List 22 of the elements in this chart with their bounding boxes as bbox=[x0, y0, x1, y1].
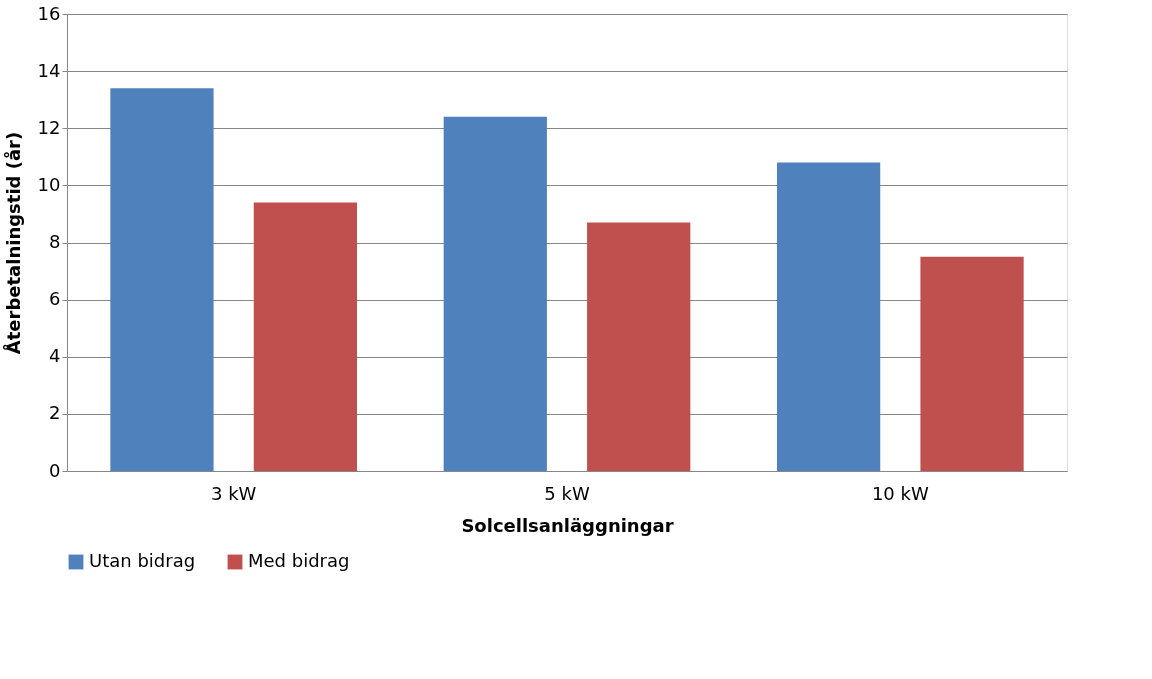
bar bbox=[443, 116, 547, 471]
bar bbox=[110, 88, 214, 471]
x-tick-label: 10 kW bbox=[871, 482, 929, 504]
y-tick-label: 16 bbox=[37, 2, 61, 24]
y-tick-label: 6 bbox=[49, 288, 61, 310]
x-axis-title: Solcellsanläggningar bbox=[461, 514, 674, 536]
bar bbox=[920, 256, 1024, 471]
bar bbox=[587, 222, 691, 471]
bar bbox=[253, 202, 357, 471]
legend-label: Med bidrag bbox=[248, 550, 350, 571]
y-tick-label: 14 bbox=[37, 59, 61, 81]
legend-label: Utan bidrag bbox=[89, 550, 196, 571]
y-tick-label: 2 bbox=[49, 402, 61, 424]
y-tick-label: 4 bbox=[49, 345, 61, 367]
bar bbox=[777, 162, 881, 471]
y-axis-title: Återbetalningstid (år) bbox=[1, 131, 24, 355]
x-tick-label: 3 kW bbox=[210, 482, 257, 504]
y-tick-label: 12 bbox=[37, 116, 61, 138]
y-tick-label: 8 bbox=[49, 231, 61, 252]
x-tick-label: 5 kW bbox=[544, 482, 590, 504]
y-tick-label: 10 bbox=[37, 173, 61, 195]
y-tick-label: 0 bbox=[49, 459, 61, 481]
